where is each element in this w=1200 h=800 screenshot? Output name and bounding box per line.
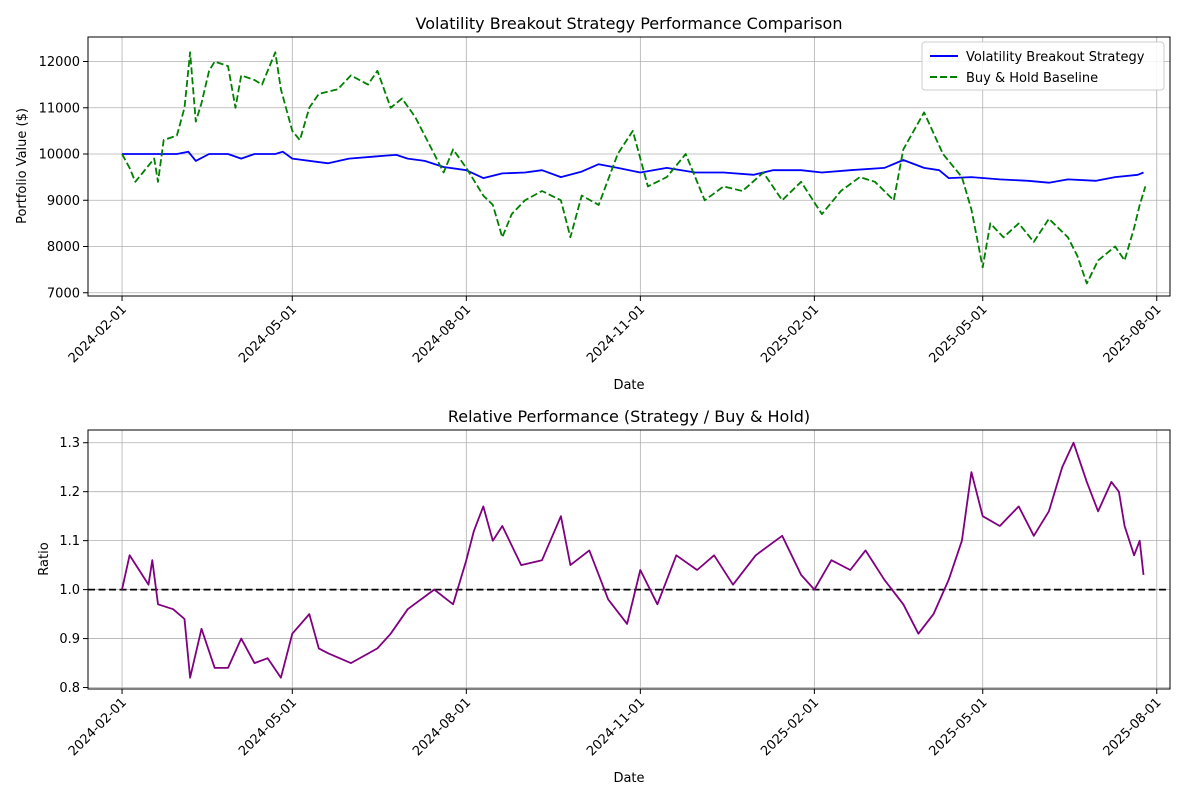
- bottom-chart-title: Relative Performance (Strategy / Buy & H…: [448, 407, 810, 426]
- top-chart-title: Volatility Breakout Strategy Performance…: [416, 14, 843, 33]
- baseline-line: [121, 51, 1147, 285]
- y-tick-label: 11000: [39, 101, 80, 116]
- legend-baseline-label: Buy & Hold Baseline: [966, 71, 1098, 86]
- top-chart-frame: [87, 36, 1171, 297]
- legend-strategy-label: Volatility Breakout Strategy: [966, 50, 1145, 65]
- bottom-chart-frame: [87, 429, 1171, 690]
- ratio-line: [121, 441, 1145, 679]
- y-tick-label: 0.9: [59, 632, 80, 647]
- top-chart-y-ticks: 7000 8000 9000 10000 11000 12000: [39, 55, 88, 301]
- y-tick-label: 1.0: [59, 583, 80, 598]
- y-tick-label: 10000: [39, 148, 80, 163]
- y-tick-label: 0.8: [59, 681, 80, 696]
- y-tick-label: 8000: [47, 240, 80, 255]
- top-chart-y-label: Portfolio Value ($): [15, 108, 30, 224]
- y-tick-label: 7000: [47, 286, 80, 301]
- bottom-chart-x-label: Date: [613, 771, 644, 786]
- bottom-chart-series: [88, 441, 1170, 679]
- y-tick-label: 9000: [47, 194, 80, 209]
- y-tick-label: 1.2: [59, 485, 80, 500]
- legend-box: [921, 41, 1165, 91]
- top-chart-x-label: Date: [613, 378, 644, 393]
- y-tick-label: 12000: [39, 55, 80, 70]
- y-tick-label: 1.1: [59, 534, 80, 549]
- top-chart-legend: Volatility Breakout Strategy Buy & Hold …: [921, 41, 1165, 91]
- top-chart-grid: [88, 37, 1170, 296]
- bottom-chart-y-label: Ratio: [37, 542, 52, 575]
- top-chart-series: [121, 51, 1147, 285]
- bottom-chart-y-ticks: 0.8 0.9 1.0 1.1 1.2 1.3: [59, 436, 88, 696]
- strategy-line: [122, 150, 1144, 184]
- y-tick-label: 1.3: [59, 436, 80, 451]
- bottom-chart-grid: [88, 430, 1170, 689]
